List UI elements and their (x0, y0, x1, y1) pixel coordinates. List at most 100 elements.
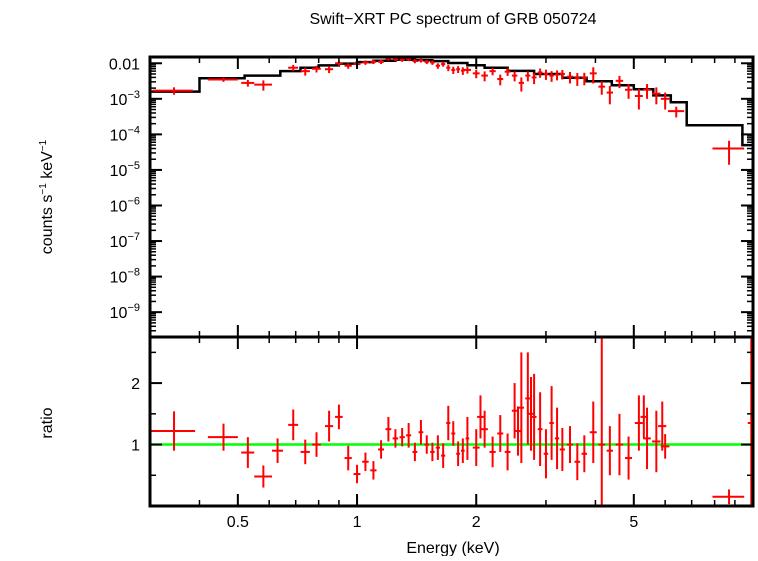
spectrum-point-38 (537, 68, 543, 78)
ratio-point-25 (446, 405, 451, 441)
spectrum-point-17 (406, 58, 412, 62)
ratio-point-10 (344, 445, 352, 471)
ratio-point-17 (399, 427, 405, 447)
x-tick-labels: 0.5 1 2 5 (227, 514, 639, 531)
ratio-point-39 (525, 352, 531, 445)
spectrum-point-43 (566, 71, 573, 84)
spectrum-point-5 (300, 67, 310, 76)
x-tick-label-3: 5 (629, 514, 638, 531)
spectrum-point-4 (288, 64, 299, 72)
ratio-panel: 12 (131, 337, 754, 506)
spectrum-point-23 (441, 61, 446, 67)
y-tick-label-bottom-1: 2 (131, 376, 140, 393)
spectrum-point-52 (643, 84, 651, 99)
ratio-point-16 (392, 429, 399, 448)
spectrum-point-42 (559, 69, 565, 80)
spectrum-point-50 (624, 84, 633, 99)
spectrum-point-19 (418, 58, 424, 63)
y-tick-label-top-6: 10−8 (110, 267, 140, 287)
ratio-point-38 (518, 352, 524, 463)
spectrum-point-36 (525, 71, 531, 82)
spectrum-point-24 (446, 64, 451, 72)
spectrum-point-56 (712, 140, 745, 165)
ratio-point-4 (272, 438, 283, 463)
ratio-point-48 (574, 443, 581, 481)
spectrum-point-20 (424, 59, 430, 65)
y-tick-label-bottom-0: 1 (131, 438, 140, 455)
spectrum-point-22 (435, 63, 440, 69)
ratio-point-30 (472, 429, 480, 467)
spectrum-point-9 (344, 63, 352, 69)
ratio-point-13 (370, 461, 377, 480)
spectrum-point-21 (430, 60, 435, 65)
spectrum-point-40 (549, 71, 554, 82)
ratio-point-49 (581, 435, 588, 473)
ratio-point-27 (456, 441, 461, 467)
ratio-point-29 (465, 416, 470, 460)
spectrum-point-7 (324, 66, 334, 74)
spectrum-point-34 (511, 71, 518, 82)
y-tick-label-top-1: 10−3 (110, 89, 140, 109)
ratio-point-51 (598, 338, 606, 505)
ratio-point-32 (481, 410, 488, 448)
spectrum-point-30 (481, 71, 488, 82)
ratio-point-50 (589, 401, 597, 463)
spectrum-point-2 (241, 79, 255, 87)
spectrum-point-46 (589, 67, 597, 84)
ratio-point-20 (418, 419, 424, 445)
ratio-point-41 (531, 373, 537, 460)
ratio-point-43 (543, 429, 549, 479)
ratio-point-12 (362, 452, 369, 471)
ratio-point-26 (451, 421, 456, 446)
spectrum-point-6 (312, 65, 321, 73)
ratio-point-55 (634, 395, 643, 451)
ratio-point-15 (385, 416, 392, 442)
spectrum-point-45 (581, 72, 588, 86)
ratio-point-35 (504, 433, 511, 471)
ratio-point-58 (652, 410, 661, 473)
spectrum-point-55 (667, 106, 685, 118)
ratio-point-23 (435, 435, 440, 460)
ratio-point-14 (378, 440, 385, 459)
spectrum-point-29 (472, 69, 480, 79)
spectrum-point-26 (456, 66, 461, 74)
ratio-point-3 (254, 465, 273, 488)
spectrum-point-0 (152, 87, 193, 95)
spectrum-point-11 (362, 60, 369, 65)
ratio-point-2 (241, 437, 255, 468)
ratio-point-53 (615, 413, 624, 476)
spectrum-point-48 (606, 85, 613, 105)
y-tick-label-top-4: 10−6 (110, 195, 140, 215)
spectrum-point-12 (370, 59, 377, 65)
spectrum-point-47 (598, 81, 606, 95)
ratio-point-54 (624, 436, 633, 480)
ratio-point-11 (353, 464, 361, 484)
spectrum-point-33 (504, 68, 511, 76)
spectrum-point-54 (660, 92, 670, 110)
ratio-point-34 (497, 415, 504, 452)
ratio-point-36 (511, 383, 518, 439)
y-tick-label-top-5: 10−7 (110, 231, 140, 251)
spectrum-point-27 (460, 67, 465, 75)
ratio-point-28 (460, 438, 465, 463)
ratio-point-22 (430, 442, 435, 462)
spectrum-point-15 (392, 58, 399, 62)
spectrum-point-41 (554, 70, 560, 81)
spectrum-point-53 (652, 87, 661, 105)
ratio-point-31 (477, 395, 484, 439)
ratio-point-47 (566, 426, 573, 463)
x-tick-label-1: 1 (353, 514, 362, 531)
y-axis-label-spectrum: counts s−1 keV−1 (38, 139, 56, 254)
ratio-point-9 (335, 404, 343, 430)
ratio-point-44 (549, 386, 554, 460)
ratio-point-7 (312, 432, 321, 457)
spectrum-point-1 (207, 77, 238, 82)
x-axis-label: Energy (keV) (406, 540, 499, 556)
y-axis-label-ratio: ratio (39, 407, 56, 438)
ratio-point-1 (207, 423, 238, 451)
model-curve (150, 58, 753, 147)
spectrum-point-3 (254, 80, 273, 91)
ratio-point-8 (324, 410, 334, 442)
